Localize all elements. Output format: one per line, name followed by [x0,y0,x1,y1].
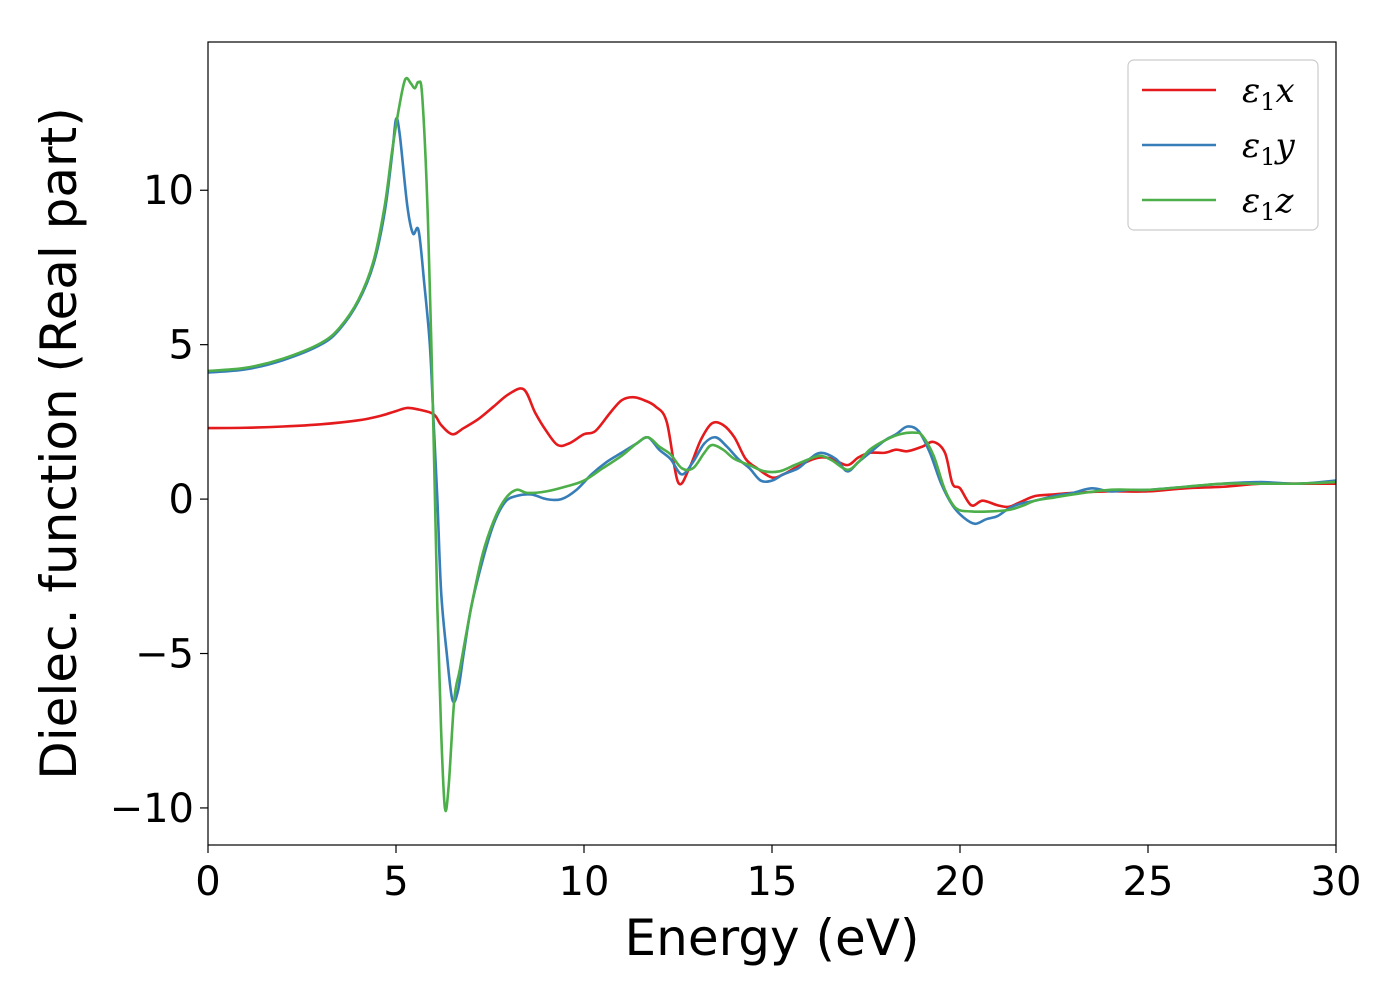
x-tick-label: 15 [747,859,798,905]
x-axis: 0 5 10 15 20 25 30 [195,845,1361,905]
x-tick-label: 20 [935,859,986,905]
legend-box [1127,59,1319,231]
x-tick-label: 5 [383,859,408,905]
legend: ε1x ε1y ε1z [1127,59,1319,231]
y-tick-label: −10 [110,786,194,832]
y-tick-label: 5 [169,323,194,369]
y-tick-label: 10 [143,168,194,214]
legend-label-y: ε1y [1242,126,1296,171]
y-tick-label: −5 [135,632,194,678]
x-tick-label: 30 [1311,859,1362,905]
y-axis: −10 −5 0 5 10 [110,168,208,832]
x-tick-label: 10 [559,859,610,905]
x-tick-label: 25 [1123,859,1174,905]
series-line-z [208,76,1336,813]
x-axis-label: Energy (eV) [625,909,920,967]
legend-label-x: ε1x [1242,71,1295,116]
legend-label-z: ε1z [1242,181,1295,226]
y-axis-label: Dielec. function (Real part) [30,107,88,779]
y-tick-label: 0 [169,477,194,523]
x-tick-label: 0 [195,859,220,905]
series-line-x [208,387,1336,509]
series-layer [208,76,1336,813]
